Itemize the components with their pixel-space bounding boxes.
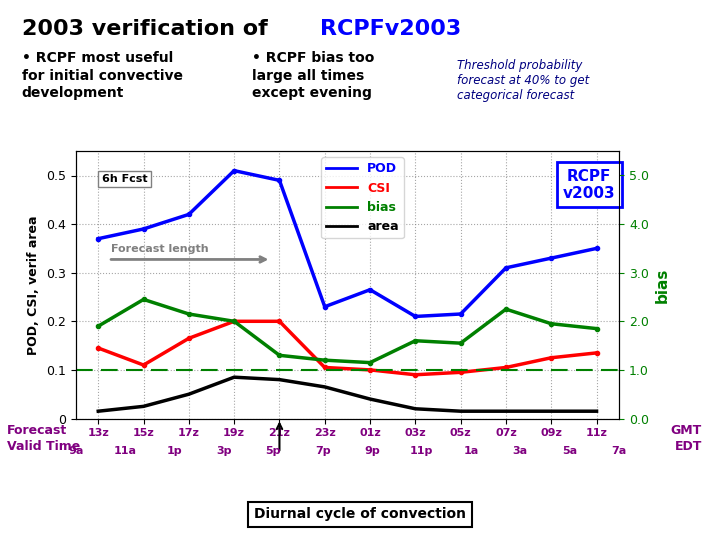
Text: GMT: GMT [671, 424, 702, 437]
Text: 5p: 5p [266, 446, 281, 456]
Text: RCPF
v2003: RCPF v2003 [563, 168, 616, 201]
Text: 7a: 7a [611, 446, 627, 456]
Text: 9a: 9a [68, 446, 84, 456]
Legend: POD, CSI, bias, area: POD, CSI, bias, area [321, 158, 404, 238]
Text: Diurnal cycle of convection: Diurnal cycle of convection [254, 507, 466, 521]
Text: development: development [22, 86, 124, 100]
Text: 3p: 3p [216, 446, 232, 456]
Y-axis label: POD, CSI, verif area: POD, CSI, verif area [27, 215, 40, 355]
Text: EDT: EDT [675, 440, 702, 453]
Text: • RCPF most useful: • RCPF most useful [22, 51, 173, 65]
Text: Forecast length: Forecast length [111, 244, 209, 254]
Text: Threshold probability
forecast at 40% to get
categorical forecast: Threshold probability forecast at 40% to… [457, 59, 590, 103]
Text: 1p: 1p [166, 446, 182, 456]
Text: except evening: except evening [252, 86, 372, 100]
Text: 11a: 11a [114, 446, 137, 456]
Text: 2003 verification of: 2003 verification of [22, 19, 275, 39]
Text: 5a: 5a [562, 446, 577, 456]
Text: RCPFv2003: RCPFv2003 [320, 19, 462, 39]
Y-axis label: bias: bias [654, 267, 670, 302]
Text: 7p: 7p [315, 446, 330, 456]
Text: 1a: 1a [464, 446, 479, 456]
Text: 3a: 3a [513, 446, 528, 456]
Text: 6h Fcst: 6h Fcst [102, 174, 148, 184]
Text: • RCPF bias too: • RCPF bias too [252, 51, 374, 65]
Text: for initial convective: for initial convective [22, 69, 183, 83]
Text: 9p: 9p [364, 446, 380, 456]
Text: Valid Time: Valid Time [7, 440, 81, 453]
Text: large all times: large all times [252, 69, 364, 83]
Text: Forecast: Forecast [7, 424, 68, 437]
Text: 11p: 11p [410, 446, 433, 456]
